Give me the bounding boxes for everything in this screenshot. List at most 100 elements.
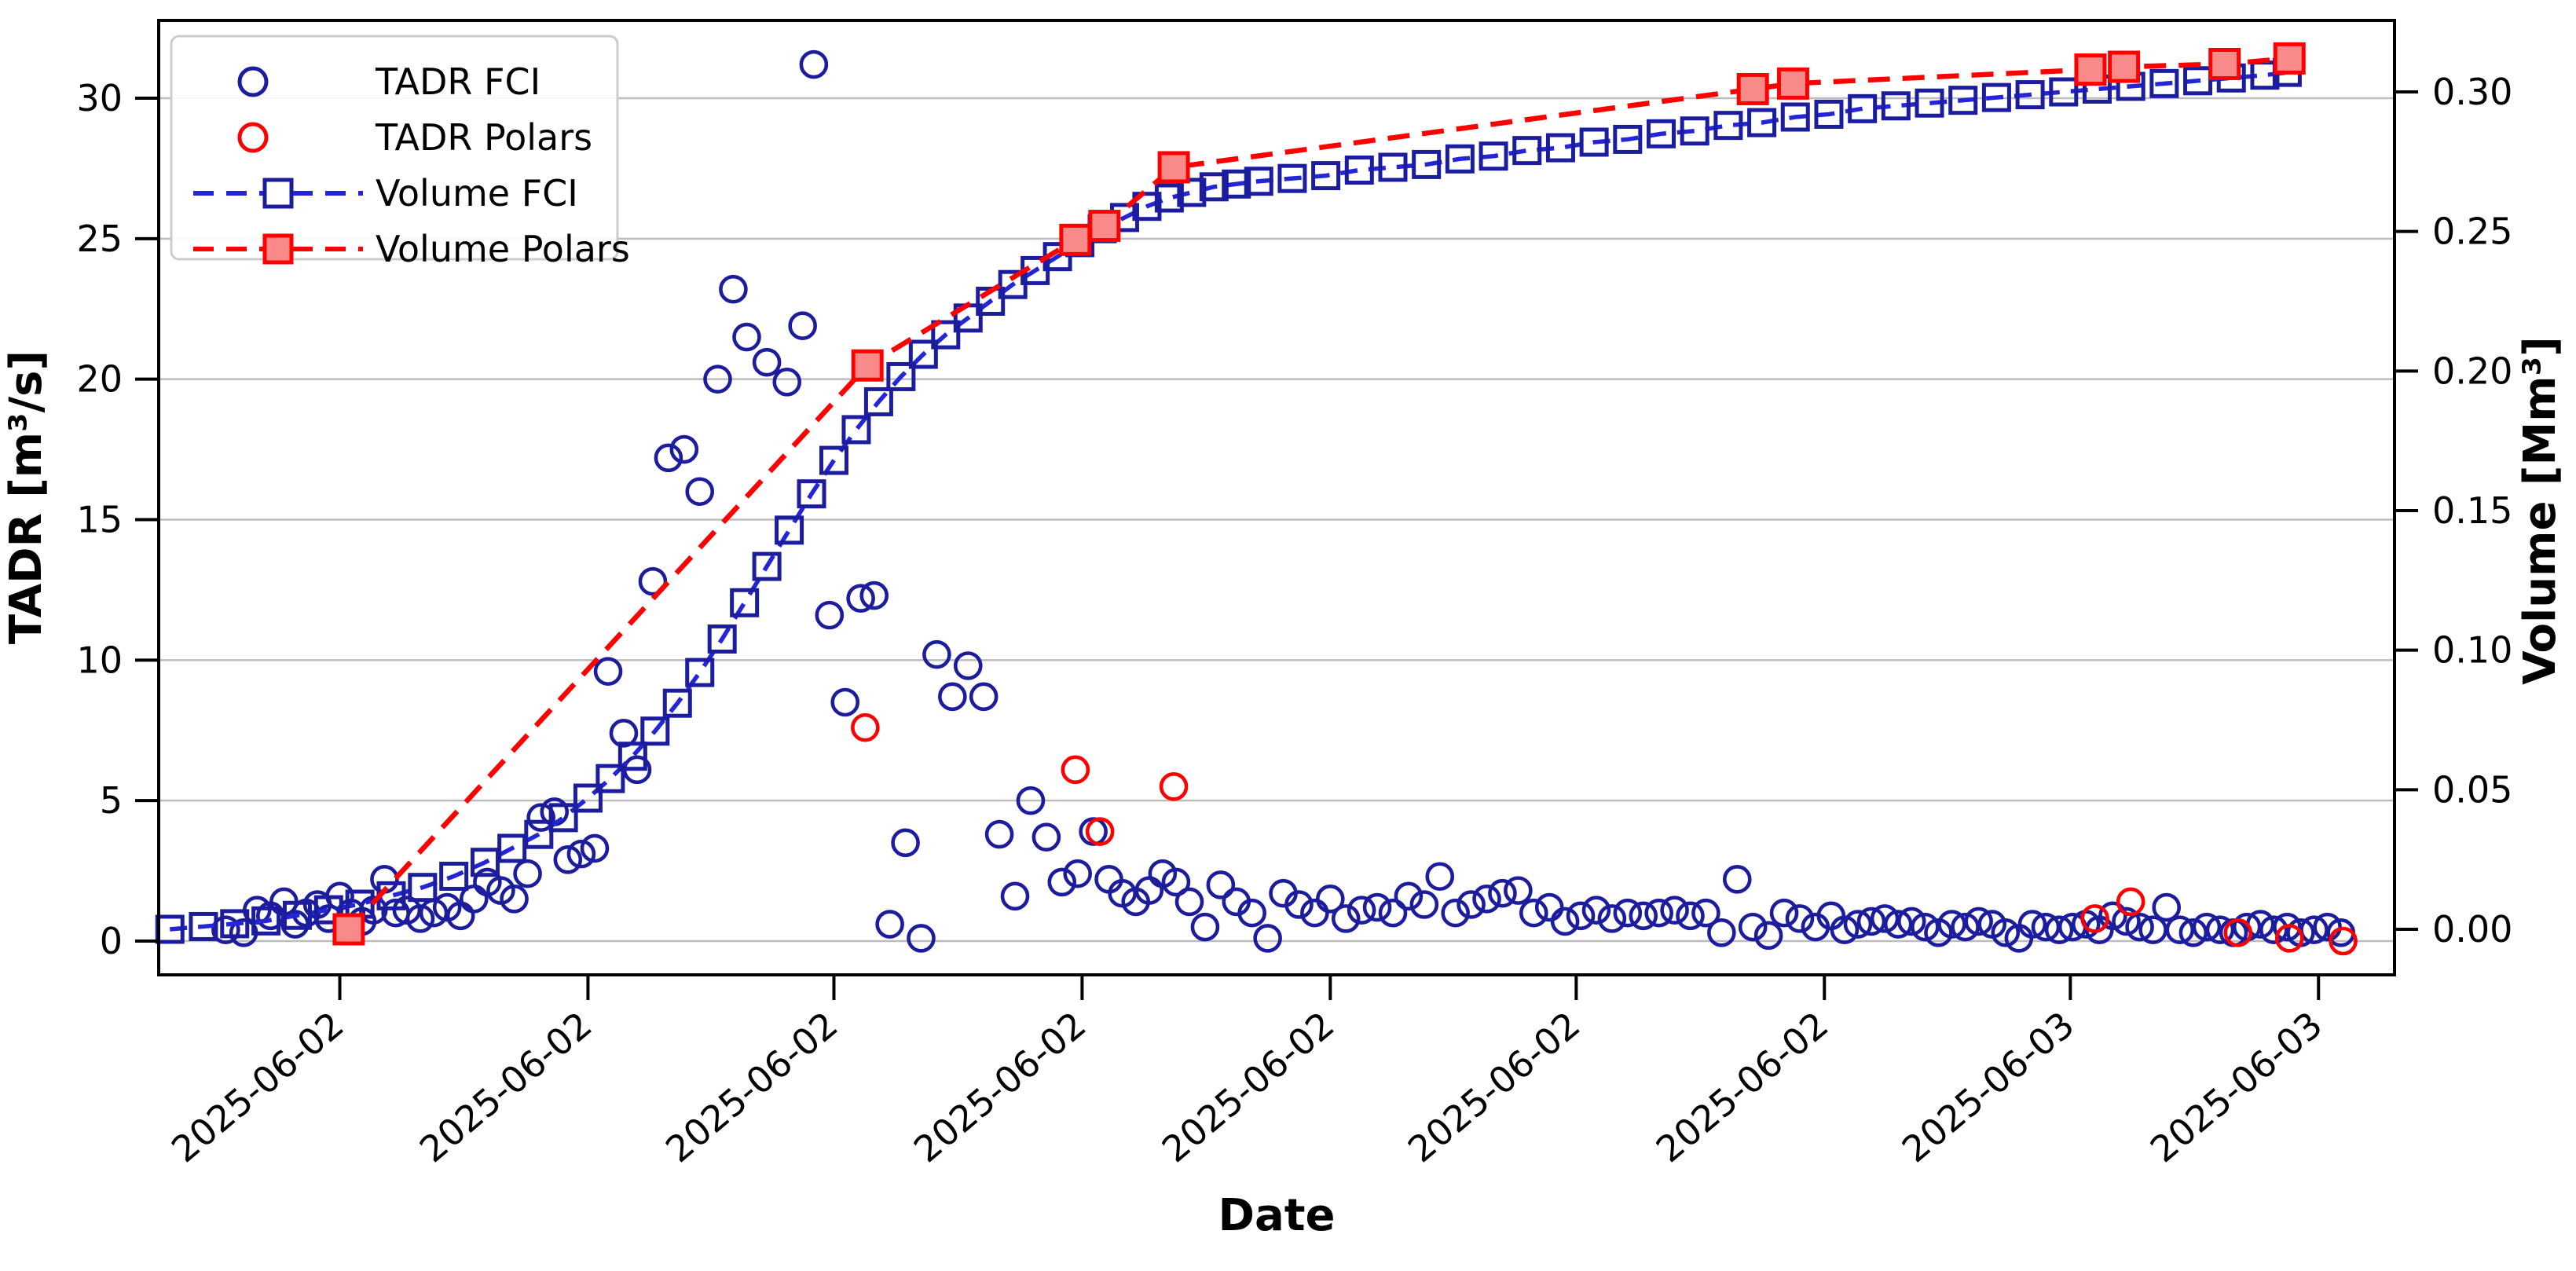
y-axis-label-right: Volume [Mm³] — [2515, 336, 2566, 684]
data-point — [2074, 53, 2107, 86]
data-point — [1412, 149, 1442, 179]
y-right-tick-label: 0.00 — [2432, 908, 2512, 951]
data-point — [1848, 93, 1878, 123]
data-point — [1512, 136, 1542, 166]
data-point — [2098, 901, 2127, 931]
legend-marker-volume-fci — [262, 178, 294, 209]
data-point — [282, 900, 312, 930]
data-point — [1991, 918, 2021, 947]
data-point — [220, 909, 250, 939]
data-point — [1157, 151, 1190, 184]
data-point — [313, 895, 343, 925]
x-tick-label: 2025-06-02 — [1154, 1003, 1343, 1170]
data-point — [969, 682, 999, 712]
legend-marker-tadr-fci — [237, 66, 269, 97]
data-point — [819, 445, 848, 475]
data-point — [922, 639, 951, 669]
data-point — [408, 873, 438, 903]
data-point — [1206, 870, 1236, 899]
data-point — [2192, 912, 2222, 942]
series-volume-fci — [155, 57, 2302, 944]
data-point — [2329, 926, 2358, 956]
data-point — [1856, 907, 1886, 936]
data-point — [1300, 898, 1329, 928]
data-point — [1445, 144, 1475, 174]
data-point — [841, 415, 871, 445]
y-left-tick-label: 5 — [100, 779, 123, 822]
data-point — [2015, 80, 2045, 110]
data-point — [1896, 907, 1926, 936]
x-tick-label: 2025-06-02 — [1648, 1003, 1837, 1170]
legend-marker-tadr-polars — [237, 122, 269, 153]
data-point — [1981, 82, 2011, 112]
data-point — [1911, 912, 1940, 942]
data-point — [1331, 904, 1361, 933]
data-point — [573, 783, 603, 813]
x-tick-label: 2025-06-02 — [906, 1003, 1094, 1170]
data-point — [595, 764, 625, 793]
data-point — [1277, 163, 1307, 193]
data-point — [1613, 898, 1643, 928]
data-point — [2116, 887, 2145, 917]
series-volume-polars — [332, 42, 2306, 946]
data-point — [669, 434, 699, 464]
legend: TADR FCI TADR Polars Volume FCI Volume P… — [170, 35, 630, 270]
y-right-tick-label: 0.15 — [2432, 489, 2512, 532]
data-point — [799, 49, 829, 79]
data-point — [1159, 771, 1189, 801]
data-point — [1769, 898, 1799, 928]
data-point — [752, 347, 782, 377]
y-right-tick-label: 0.25 — [2432, 211, 2512, 253]
data-point — [2208, 47, 2241, 80]
data-point — [1457, 890, 1486, 919]
data-point — [2299, 915, 2329, 944]
data-point — [1937, 910, 1966, 939]
data-point — [1534, 892, 1564, 922]
data-point — [1843, 910, 1873, 939]
data-point — [859, 581, 889, 610]
data-point — [1519, 898, 1548, 928]
y-right-tick-label: 0.05 — [2432, 768, 2512, 811]
data-point — [553, 844, 583, 874]
y-left-tick-label: 25 — [76, 218, 123, 260]
data-point — [851, 712, 880, 742]
data-point — [685, 477, 715, 507]
data-point — [251, 906, 281, 936]
x-tick-label: 2025-06-02 — [1400, 1003, 1588, 1170]
legend-label-tadr-polars: TADR Polars — [375, 116, 592, 159]
data-point — [1425, 862, 1455, 892]
data-point — [1362, 892, 1392, 922]
data-point — [931, 320, 961, 350]
data-point — [1161, 867, 1191, 897]
data-point — [524, 819, 554, 849]
data-point — [617, 742, 647, 771]
x-tick-label: 2025-06-03 — [2142, 1003, 2331, 1170]
legend-marker-volume-polars — [262, 233, 294, 265]
data-point — [548, 803, 578, 833]
y-left-tick-label: 15 — [76, 499, 123, 541]
data-point — [772, 367, 802, 397]
data-point — [1776, 67, 1809, 100]
data-point — [2044, 915, 2074, 944]
data-point — [332, 913, 365, 946]
data-point — [830, 687, 860, 717]
data-point — [1174, 887, 1204, 917]
legend-label-tadr-fci: TADR FCI — [375, 60, 540, 103]
data-point — [1063, 859, 1093, 888]
data-point — [846, 584, 875, 613]
data-point — [2313, 912, 2342, 942]
x-tick-label: 2025-06-02 — [412, 1003, 600, 1170]
x-tick-label: 2025-06-03 — [1894, 1003, 2083, 1170]
legend-label-volume-polars: Volume Polars — [376, 228, 630, 270]
data-point — [2017, 910, 2047, 939]
data-point — [1579, 127, 1609, 157]
data-point — [1409, 890, 1439, 919]
y-left-tick-label: 20 — [76, 358, 123, 401]
data-point — [2125, 912, 2154, 942]
data-point — [1785, 904, 1815, 933]
data-point — [1738, 912, 1768, 942]
data-point — [1881, 91, 1911, 121]
data-point — [1504, 876, 1533, 905]
plot-border — [157, 19, 2396, 976]
